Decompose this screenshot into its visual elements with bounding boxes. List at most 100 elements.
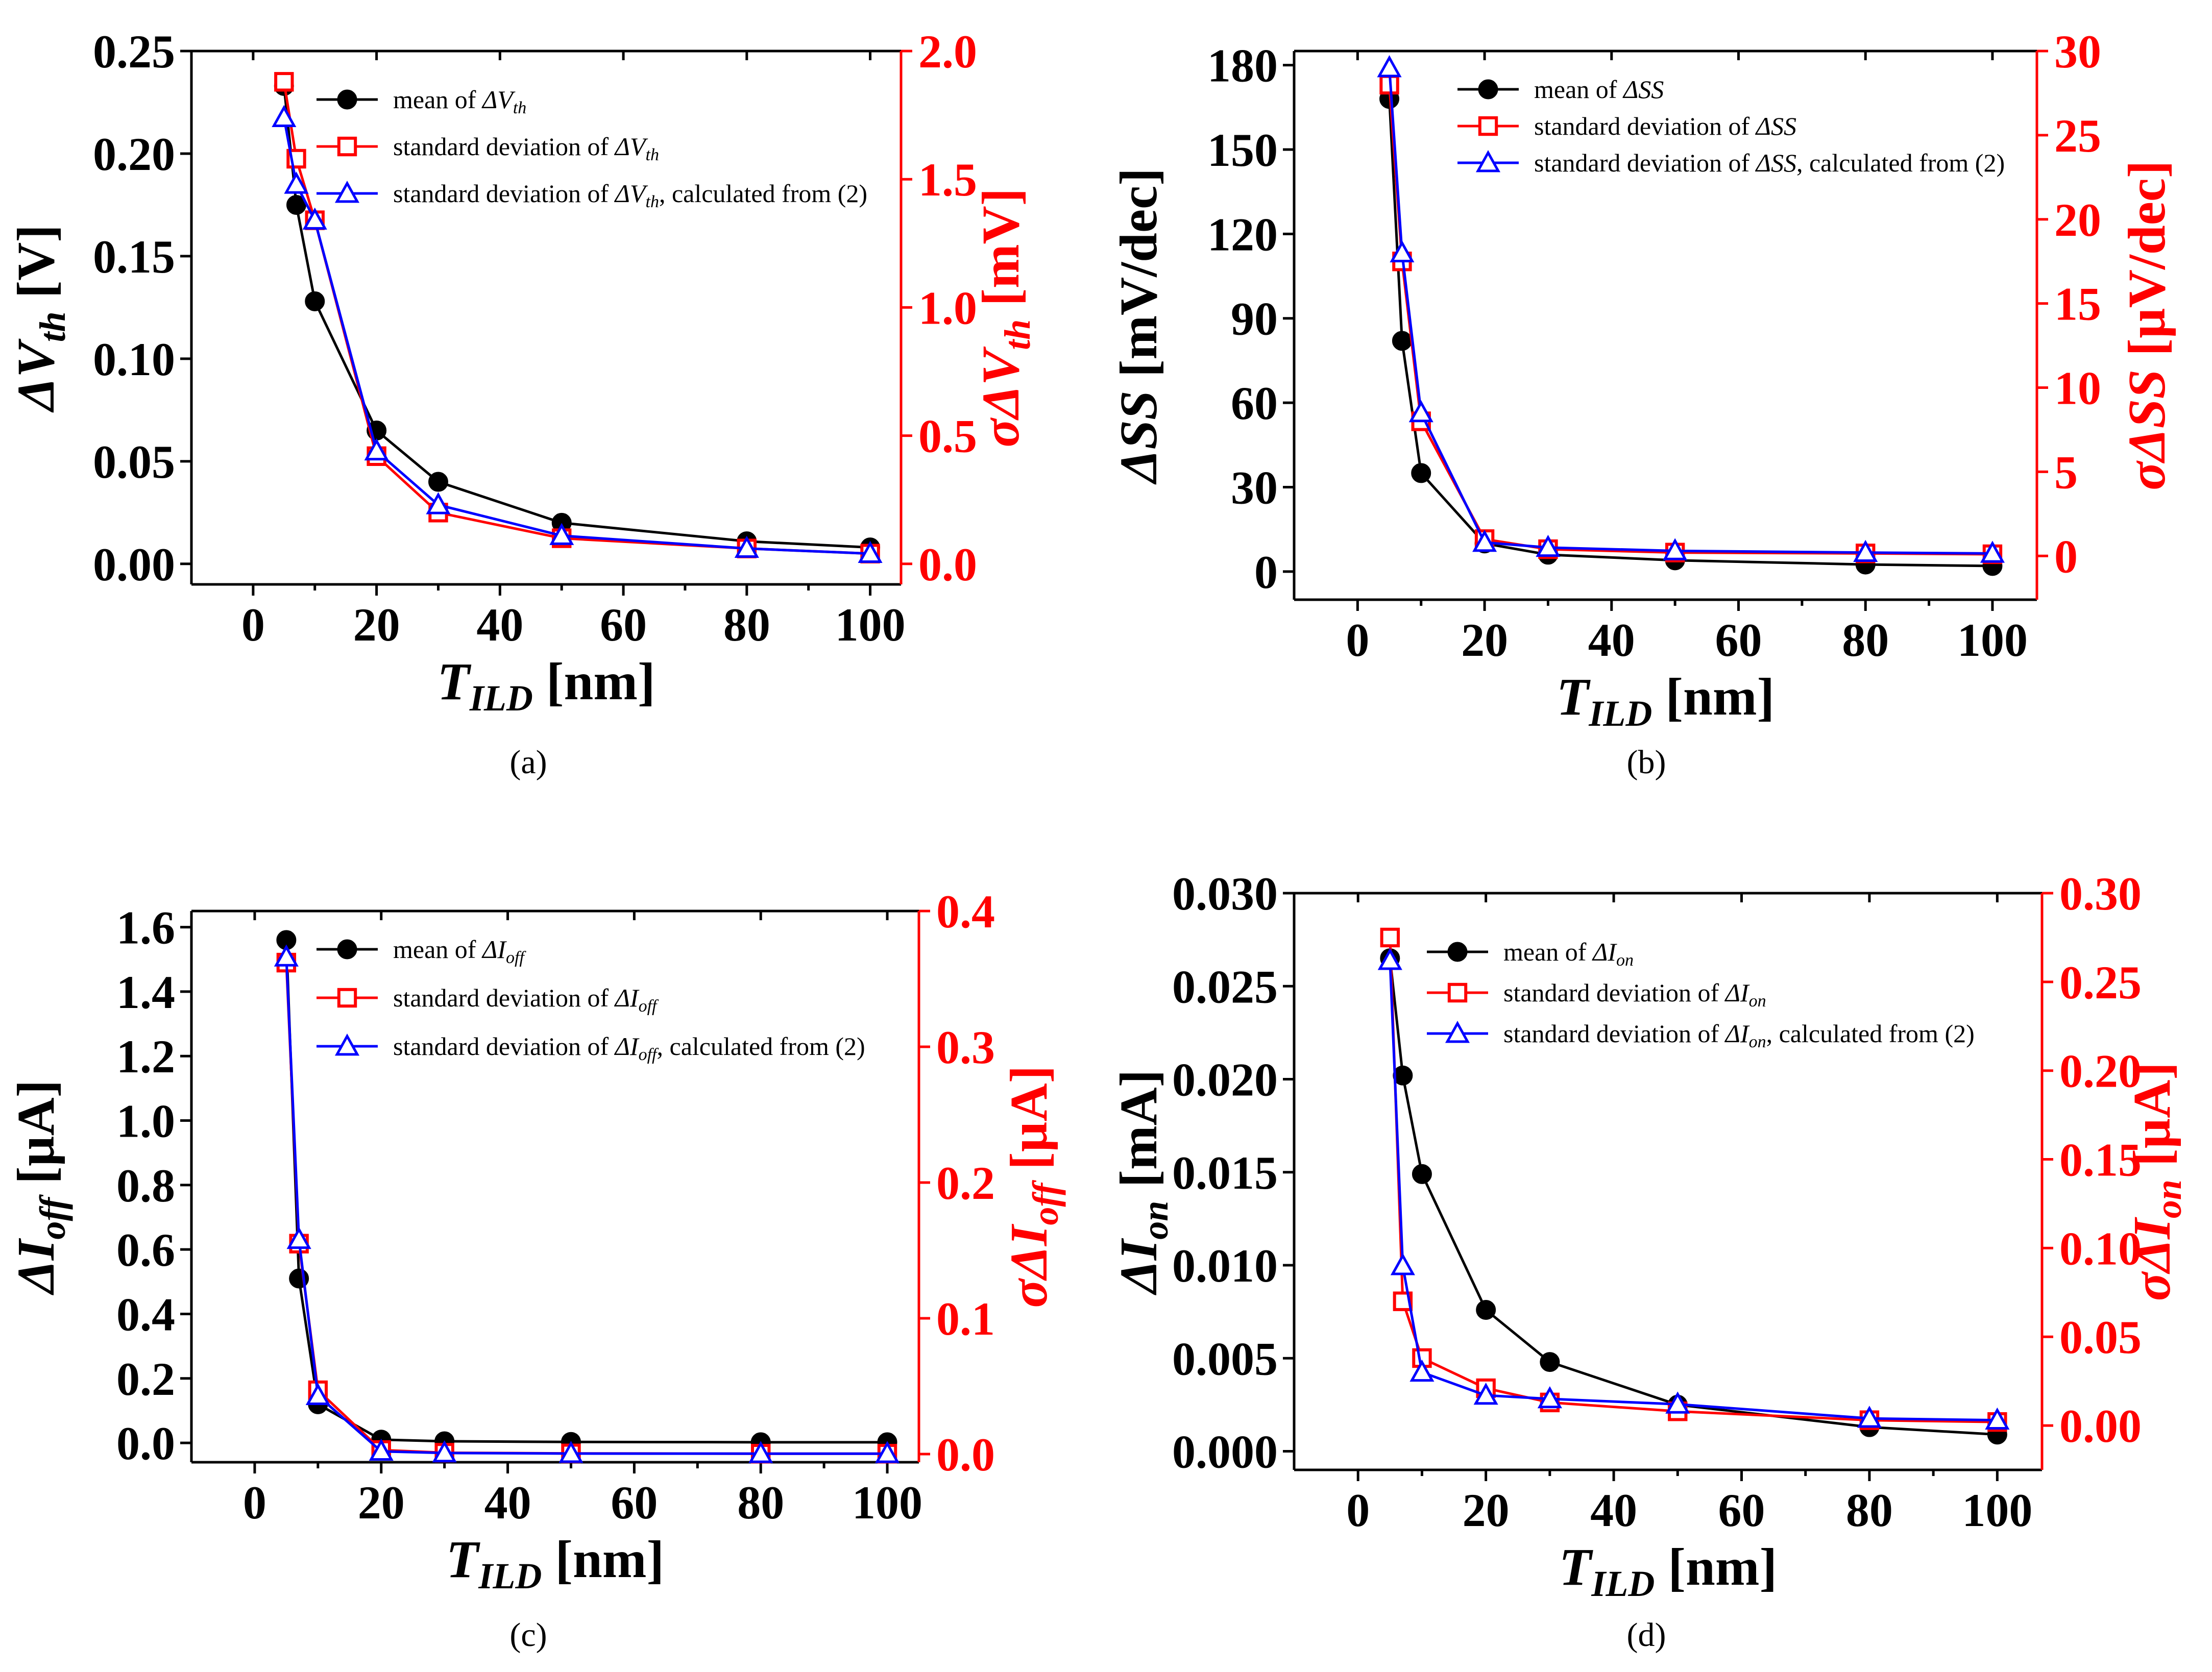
caption: (a) [509,744,547,781]
data-point [874,1441,900,1463]
series-line-1 [282,86,870,549]
y-right-tick-label: 1.0 [918,282,977,334]
data-point [272,105,297,127]
y-right-tick-label: 0 [2054,530,2078,582]
data-point [1473,1383,1498,1405]
legend-label: standard deviation of ΔIon [1503,978,1766,1011]
x-axis-label: TILD [nm] [446,1530,664,1596]
series-line-1 [1389,958,1998,1436]
legend-marker [1478,79,1498,100]
data-point [1472,529,1497,552]
x-tick-label: 60 [600,599,647,651]
y-left-tick-label: 0.00 [93,538,175,591]
x-tick-label: 0 [1346,1484,1370,1536]
data-point [274,72,294,92]
data-point [1853,539,1878,562]
x-axis-label: TILD [nm] [1559,1538,1777,1604]
data-point [1536,534,1561,557]
data-point [369,1438,394,1461]
x-tick-label: 100 [852,1477,922,1529]
y-left-tick-label: 150 [1207,124,1278,176]
series-line-3 [1388,67,1992,555]
y-left-tick-label: 0.025 [1172,961,1278,1013]
x-tick-label: 20 [358,1477,405,1529]
x-tick-label: 40 [476,599,523,651]
y-right-tick-label: 0.05 [2059,1311,2142,1363]
legend-label: standard deviation of ΔIoff, calculated … [393,1032,865,1064]
data-point [284,171,309,194]
x-tick-label: 80 [723,599,770,651]
data-point [302,207,327,230]
legend-label: mean of ΔIoff [393,935,526,967]
legend-marker [1445,1021,1470,1043]
data-point [1476,1300,1496,1320]
x-tick-label: 80 [737,1477,784,1529]
series-line-1 [1388,99,1992,568]
y-right-tick-label: 0.25 [2059,956,2142,1009]
caption: (b) [1627,744,1666,781]
x-tick-label: 80 [1846,1484,1893,1536]
y-right-tick-label: 0.4 [936,886,995,938]
data-point [1408,400,1433,423]
y-left-tick-label: 0.8 [116,1160,175,1212]
x-tick-label: 20 [1461,614,1508,666]
y-right-tick-label: 5 [2054,446,2078,498]
data-point [1409,1359,1435,1382]
data-point [364,438,389,461]
y-right-tick-label: 0.5 [918,410,977,462]
y-right-tick-label: 15 [2054,278,2101,330]
y-left-tick-label: 90 [1231,293,1278,345]
y-right-tick-label: 0.10 [2059,1222,2142,1274]
x-axis-label: TILD [nm] [1557,668,1775,734]
y-left-tick-label: 0.2 [116,1353,175,1405]
series-line-2 [1389,937,1998,1423]
legend-label: mean of ΔIon [1503,938,1634,970]
y-left-tick-label: 0.005 [1172,1333,1278,1385]
y-left-tick-label: 0.10 [93,333,175,385]
y-right-axis-label: σΔSS [µV/dec] [2118,160,2176,490]
y-left-tick-label: 0.25 [93,26,175,78]
y-left-tick-label: 1.0 [116,1095,175,1147]
caption: (c) [509,1616,547,1654]
legend-marker [1447,982,1468,1003]
y-left-tick-label: 0 [1254,546,1278,598]
x-tick-label: 40 [484,1477,531,1529]
y-left-axis-label: ΔSS [mV/dec] [1109,168,1168,485]
x-tick-label: 0 [243,1477,266,1529]
x-tick-label: 100 [835,599,906,651]
y-left-tick-label: 30 [1231,461,1278,513]
y-left-tick-label: 180 [1207,40,1278,92]
data-point [734,535,759,558]
legend-label: standard deviation of ΔVth, calculated f… [393,179,867,211]
data-point [1411,463,1431,483]
legend-marker [337,939,357,960]
y-right-tick-label: 0.30 [2059,868,2142,920]
chart-c: 0 20 40 60 80 100 0.0 0.2 0.4 0.6 0.8 1.0 1.2 1.4 1.6 0… [7,886,1066,1654]
data-point [1537,1386,1562,1409]
data-point [426,492,451,514]
legend-label: standard deviation of ΔSS, calculated fr… [1534,149,2005,177]
data-point [1392,331,1412,351]
y-left-tick-label: 1.2 [116,1030,175,1083]
y-right-tick-label: 0.15 [2059,1134,2142,1186]
y-right-tick-label: 25 [2054,110,2101,162]
legend-marker [337,136,357,157]
x-tick-label: 100 [1957,614,2028,666]
y-left-tick-label: 0.6 [116,1224,175,1276]
y-left-tick-label: 0.15 [93,231,175,283]
data-point [858,540,883,563]
y-left-tick-label: 0.010 [1172,1240,1278,1292]
y-right-tick-label: 0.00 [2059,1400,2142,1452]
legend-marker [1447,942,1468,962]
caption: (d) [1627,1616,1666,1654]
data-point [1412,1164,1432,1184]
data-point [1380,927,1400,948]
x-tick-label: 40 [1590,1484,1637,1536]
x-axis-label: TILD [nm] [437,652,655,719]
data-point [1377,55,1402,78]
legend-label: mean of ΔSS [1534,75,1664,104]
data-point [1663,538,1688,560]
x-tick-label: 40 [1588,614,1635,666]
data-point [286,1226,311,1249]
x-tick-label: 60 [1718,1484,1765,1536]
